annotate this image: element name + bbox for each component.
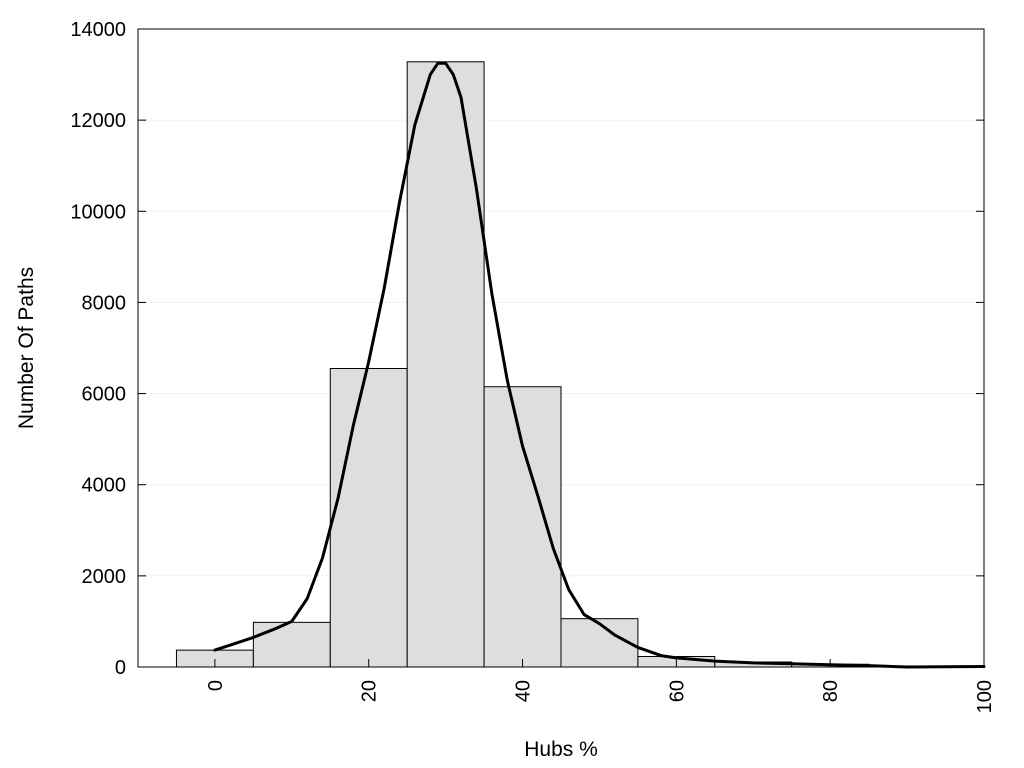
x-tick-label-1: 20 <box>359 680 381 702</box>
y-tick-label-4: 8000 <box>82 292 127 314</box>
bar-2 <box>329 368 408 668</box>
y-tick-label-6: 12000 <box>70 110 126 132</box>
y-axis-title: Number Of Paths <box>15 267 38 429</box>
x-tick-label-3: 60 <box>666 680 688 702</box>
x-tick-label-0: 0 <box>205 680 227 691</box>
histogram-bars <box>175 61 985 668</box>
x-tick-label-2: 40 <box>513 680 535 702</box>
x-tick-label-4: 80 <box>820 680 842 702</box>
density-curve-layer <box>213 61 986 669</box>
y-tick-label-2: 4000 <box>82 475 127 497</box>
x-tick-label-5: 100 <box>974 680 996 713</box>
y-tick-label-7: 14000 <box>70 19 126 41</box>
bar-1 <box>252 621 331 668</box>
y-tick-label-3: 6000 <box>82 384 127 406</box>
grid-lines <box>138 119 984 577</box>
x-axis-title: Hubs % <box>524 738 598 761</box>
x-tick-labels: 0 20 40 60 80 100 <box>205 680 996 713</box>
density-curve <box>213 61 986 669</box>
y-tick-label-5: 10000 <box>70 201 126 223</box>
y-tick-labels: 0 2000 4000 6000 8000 10000 12000 14000 <box>70 19 126 679</box>
bar-5 <box>560 618 639 668</box>
bar-3 <box>406 61 485 668</box>
y-tick-label-0: 0 <box>115 657 126 679</box>
bar-4 <box>483 386 562 668</box>
plot-frame <box>137 28 985 668</box>
axis-ticks <box>138 28 985 668</box>
y-tick-label-1: 2000 <box>82 566 127 588</box>
